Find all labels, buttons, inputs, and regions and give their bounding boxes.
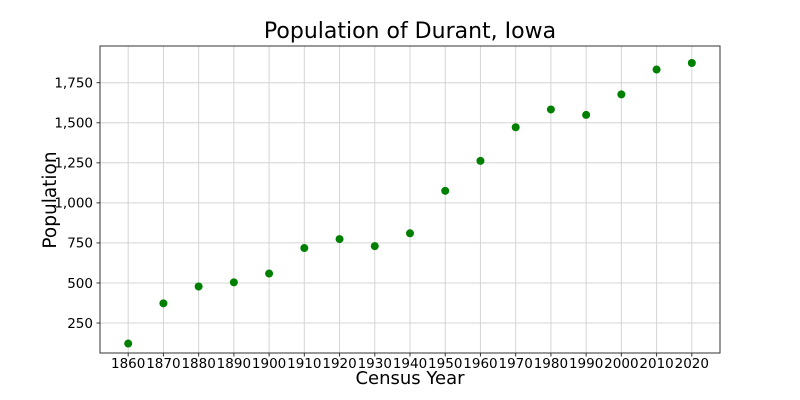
gridlines xyxy=(100,46,720,353)
x-tick-label: 2000 xyxy=(604,356,638,372)
y-tick-label: 1,250 xyxy=(54,156,93,172)
data-point xyxy=(194,282,203,291)
x-tick-label: 1870 xyxy=(146,356,180,372)
data-point xyxy=(652,65,661,74)
x-tick-label: 1920 xyxy=(322,356,356,372)
data-point xyxy=(229,278,238,287)
x-tick-label: 1990 xyxy=(569,356,603,372)
x-tick-label: 1960 xyxy=(463,356,497,372)
x-axis-label: Census Year xyxy=(355,368,465,389)
data-point xyxy=(335,235,344,244)
x-tick-label: 1880 xyxy=(181,356,215,372)
data-point xyxy=(687,58,696,67)
x-tick-label: 2020 xyxy=(675,356,709,372)
axis-tick-marks xyxy=(96,82,693,357)
chart-title: Population of Durant, Iowa xyxy=(263,19,557,44)
data-point xyxy=(159,299,168,308)
data-point xyxy=(406,229,414,238)
data-point xyxy=(265,269,274,278)
x-tick-label: 1950 xyxy=(428,356,462,372)
x-tick-label: 1910 xyxy=(287,356,321,372)
data-point xyxy=(476,156,485,165)
y-tick-label: 750 xyxy=(67,236,93,252)
data-point xyxy=(546,105,555,114)
x-tick-label: 1930 xyxy=(358,356,392,372)
data-point xyxy=(441,186,450,195)
x-tick-label: 1890 xyxy=(217,356,251,372)
data-point xyxy=(582,110,591,119)
y-axis-label: Population xyxy=(40,151,61,248)
x-tick-label: 1900 xyxy=(252,356,286,372)
x-tick-label: 1940 xyxy=(393,356,427,372)
data-point xyxy=(370,242,379,251)
x-tick-label: 1970 xyxy=(499,356,533,372)
x-tick-label: 1980 xyxy=(534,356,568,372)
y-tick-label: 1,000 xyxy=(54,196,93,212)
data-point xyxy=(124,339,133,348)
y-tick-label: 250 xyxy=(67,316,93,332)
y-tick-label: 1,750 xyxy=(54,75,93,91)
y-tick-label: 1,500 xyxy=(54,116,93,132)
data-point xyxy=(300,244,309,253)
data-point xyxy=(617,90,626,99)
data-points xyxy=(124,58,696,348)
plot-border xyxy=(99,45,721,354)
data-point xyxy=(511,123,520,132)
x-tick-label: 2010 xyxy=(639,356,673,372)
axis-tick-labels: 1860 1870 1880 1890 1900 1910 1920 1930 1940 1950… xyxy=(54,75,709,372)
y-tick-label: 500 xyxy=(67,276,93,292)
x-tick-label: 1860 xyxy=(111,356,145,372)
